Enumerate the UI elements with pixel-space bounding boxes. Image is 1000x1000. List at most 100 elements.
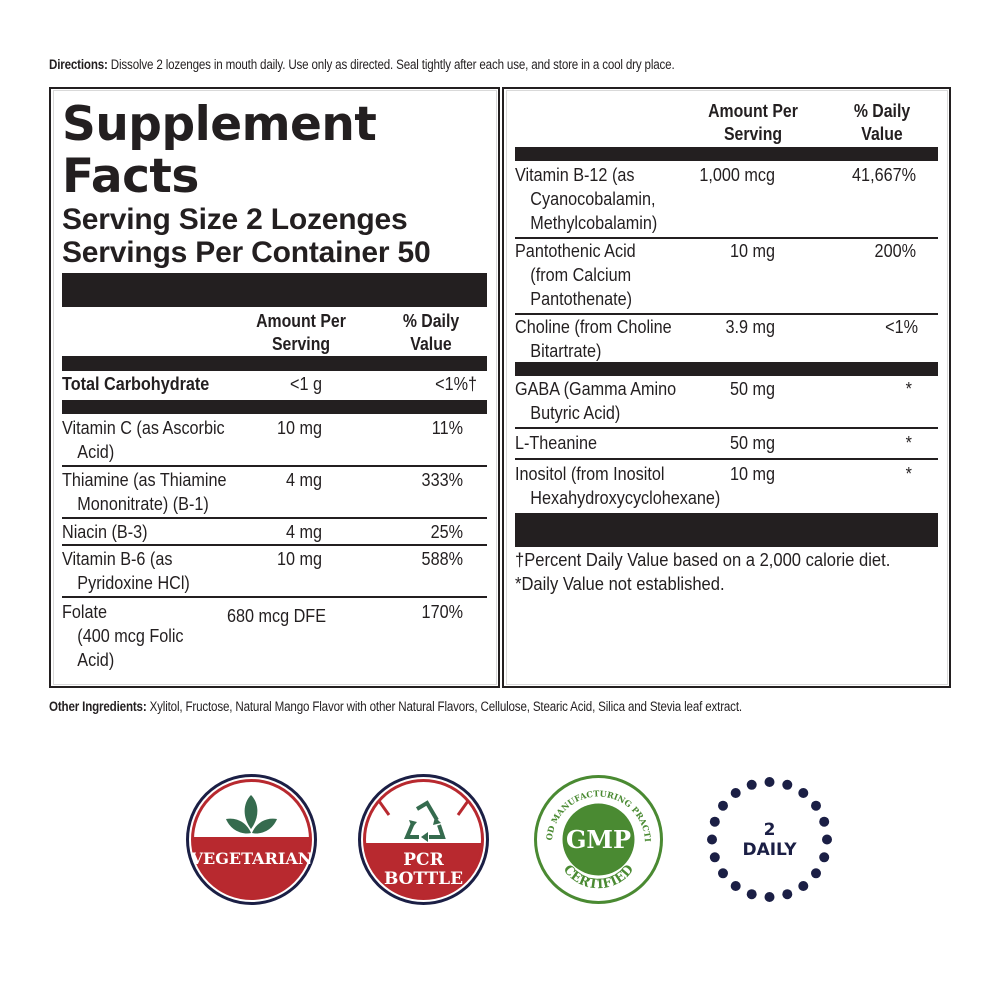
supplement-facts-left-panel: Supplement Facts Serving Size 2 Lozenges…: [49, 87, 500, 688]
nutrient-name-sub: Butyric Acid): [530, 403, 621, 423]
servings-per-container: Servings Per Container 50: [62, 236, 431, 269]
nutrient-name: Niacin (B-3): [62, 522, 148, 542]
nutrient-name: L-Theanine: [515, 433, 597, 453]
nutrient-amount: 50 mg: [729, 433, 775, 453]
directions-body: Dissolve 2 lozenges in mouth daily. Use …: [107, 57, 675, 72]
nutrient-amount: 10 mg: [729, 464, 775, 484]
nutrient-name-sub: Pantothenate): [530, 289, 633, 309]
nutrient-name-line: Inositol (from Inositol: [515, 464, 665, 484]
nutrient-dv: 333%: [421, 470, 463, 490]
row-divider: [515, 458, 938, 460]
nutrient-row: Total Carbohydrate <1 g <1%†: [62, 372, 487, 398]
row-divider: [62, 517, 487, 519]
nutrient-name: Total Carbohydrate: [62, 374, 210, 394]
nutrient-name-line: Pantothenic Acid: [515, 241, 636, 261]
thick-divider: [62, 273, 487, 307]
nutrient-dv: 170%: [421, 602, 463, 622]
other-ingredients: Other Ingredients: Xylitol, Fructose, Na…: [49, 699, 742, 714]
nutrient-name: Choline (from Choline Bitartrate): [515, 315, 682, 363]
nutrient-row: Choline (from Choline Bitartrate) 3.9 mg …: [515, 315, 938, 363]
thick-divider: [515, 513, 938, 547]
nutrient-dv: 200%: [874, 241, 916, 261]
nutrient-name-sub: Methylcobalamin): [530, 213, 658, 233]
col-header-amount-line1: Amount Per: [256, 311, 346, 331]
medium-divider: [62, 400, 487, 414]
directions-label: Directions:: [49, 57, 108, 72]
serving-info: Serving Size 2 Lozenges Servings Per Con…: [62, 203, 431, 269]
col-header-dv: % Daily Value: [383, 310, 480, 356]
nutrient-name: Folate (400 mcg Folic Acid): [62, 600, 229, 672]
nutrient-dv: <1%: [885, 317, 918, 337]
nutrient-name-sub: Cyanocobalamin,: [530, 189, 656, 209]
nutrient-name: Vitamin B-6 (as Pyridoxine HCl): [62, 547, 229, 595]
nutrient-amount: 3.9 mg: [725, 317, 775, 337]
col-header-amount: Amount Per Serving: [700, 100, 806, 146]
footnote-not-established: *Daily Value not established.: [515, 574, 725, 594]
col-header-amount: Amount Per Serving: [248, 310, 354, 356]
recycle-icon: [403, 800, 446, 842]
nutrient-amount: 4 mg: [285, 522, 322, 542]
row-divider: [62, 596, 487, 598]
directions-text: Directions: Dissolve 2 lozenges in mouth…: [49, 57, 675, 72]
gmp-label: GMP: [566, 825, 631, 854]
dotted-ring-icon: [707, 777, 832, 902]
bottle-label: BOTTLE: [384, 869, 463, 889]
nutrient-amount: 10 mg: [729, 241, 775, 261]
nutrient-amount: 50 mg: [729, 379, 775, 399]
serving-size: Serving Size 2 Lozenges: [62, 203, 408, 236]
medium-divider: [62, 356, 487, 371]
col-header-amount-line1: Amount Per: [708, 101, 798, 121]
nutrient-name-sub: Hexahydroxycyclohexane): [530, 488, 721, 508]
leaf-icon: [226, 795, 277, 834]
nutrient-row: Niacin (B-3) 4 mg 25%: [62, 520, 487, 544]
col-header-amount-line2: Serving: [271, 334, 331, 354]
daily-count: 2: [764, 820, 776, 840]
nutrient-dv: 588%: [421, 549, 463, 569]
nutrient-name-line: Choline (from Choline: [515, 317, 672, 337]
nutrient-dv: 25%: [430, 522, 463, 542]
nutrient-name: Vitamin C (as Ascorbic Acid): [62, 416, 229, 464]
nutrient-name-sub: Acid): [77, 650, 115, 670]
nutrient-name-line: Vitamin B-6 (as: [62, 549, 173, 569]
nutrient-name-sub: (from Calcium: [530, 265, 632, 285]
nutrient-row: Vitamin B-12 (as Cyanocobalamin, Methylcob…: [515, 163, 938, 235]
nutrient-name: Thiamine (as Thiamine Mononitrate) (B-1): [62, 468, 229, 516]
supplement-facts-right-panel: Amount Per Serving % Daily Value Vitamin…: [502, 87, 951, 688]
nutrient-row: Vitamin B-6 (as Pyridoxine HCl) 10 mg 588…: [62, 547, 487, 595]
nutrient-name-line: GABA (Gamma Amino: [515, 379, 677, 399]
row-divider: [62, 465, 487, 467]
nutrient-name: GABA (Gamma Amino Butyric Acid): [515, 377, 682, 425]
nutrient-dv: *: [905, 433, 912, 453]
nutrient-dv: 41,667%: [852, 165, 916, 185]
nutrient-row: GABA (Gamma Amino Butyric Acid) 50 mg *: [515, 377, 938, 425]
facts-title: Supplement Facts: [62, 97, 377, 204]
nutrient-name: Pantothenic Acid (from Calcium Pantothenat…: [515, 239, 682, 311]
facts-title-line1: Supplement: [62, 97, 377, 152]
nutrient-name-sub: (400 mcg Folic: [77, 626, 184, 646]
pcr-label: PCR: [403, 850, 444, 870]
vegetarian-label: VEGETARIAN: [190, 849, 313, 868]
nutrient-row: Thiamine (as Thiamine Mononitrate) (B-1) …: [62, 468, 487, 516]
col-header-dv-line1: % Daily: [402, 311, 460, 331]
nutrient-name-line: Folate: [62, 602, 108, 622]
col-header-dv-line2: Value: [861, 124, 903, 144]
facts-title-line2: Facts: [62, 149, 199, 204]
nutrient-name-line: Thiamine (as Thiamine: [62, 470, 227, 490]
nutrient-amount: 1,000 mcg: [699, 165, 775, 185]
nutrient-dv: 11%: [431, 418, 463, 438]
nutrient-row: Inositol (from Inositol Hexahydroxycycloh…: [515, 462, 938, 510]
row-divider: [515, 313, 938, 315]
nutrient-amount: 4 mg: [285, 470, 322, 490]
col-header-dv-line1: % Daily: [853, 101, 911, 121]
daily-label: DAILY: [742, 840, 797, 860]
nutrient-name-sub: Pyridoxine HCl): [77, 573, 190, 593]
footnote-daily-value: †Percent Daily Value based on a 2,000 ca…: [515, 550, 891, 570]
nutrient-dv: *: [905, 379, 912, 399]
nutrient-amount: 680 mcg DFE: [226, 606, 326, 626]
medium-divider: [515, 147, 938, 161]
row-divider: [62, 544, 487, 546]
ingredients-label: Other Ingredients:: [49, 699, 147, 714]
nutrient-dv: *: [905, 464, 912, 484]
nutrient-name: Vitamin B-12 (as Cyanocobalamin, Methylcob…: [515, 163, 682, 235]
